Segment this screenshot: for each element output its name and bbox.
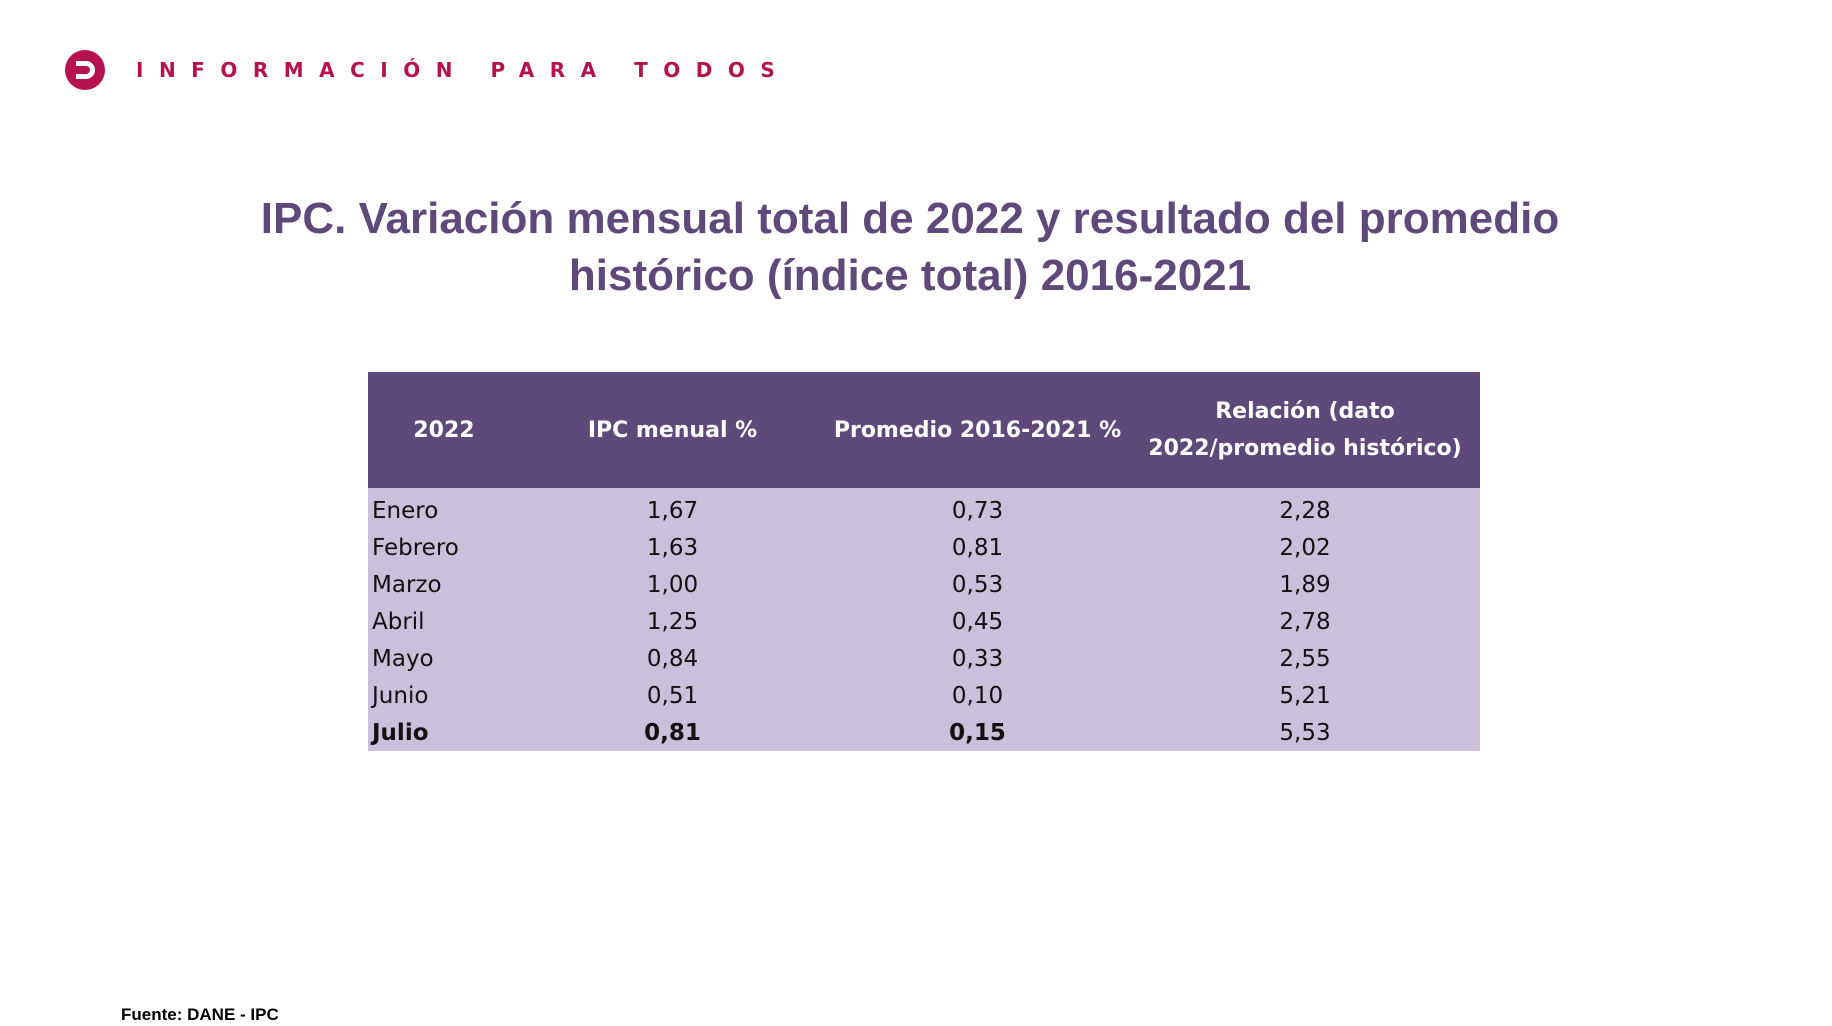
- source-note: Fuente: DANE - IPC: [121, 1005, 279, 1024]
- cell-promedio: 0,45: [951, 608, 1004, 635]
- header-relacion: Relación (dato 2022/promedio histórico): [1148, 399, 1462, 461]
- cell-ipc: 1,25: [646, 608, 699, 635]
- table-row: Abril 1,25 0,45 2,78: [368, 603, 1480, 640]
- brand-header: INFORMACIÓN PARA TODOS: [64, 48, 790, 92]
- cell-ipc: 0,81: [644, 719, 701, 746]
- cell-month: Junio: [372, 682, 429, 709]
- cell-relacion: 5,21: [1279, 682, 1331, 709]
- cell-month: Julio: [372, 719, 429, 746]
- dane-logo-icon: [65, 50, 105, 90]
- cell-relacion: 2,02: [1279, 534, 1331, 561]
- cell-ipc: 0,84: [646, 645, 699, 672]
- table-row: Mayo 0,84 0,33 2,55: [368, 640, 1480, 677]
- table-row: Enero 1,67 0,73 2,28: [368, 488, 1480, 529]
- ipc-table: 2022 IPC menual % Promedio 2016-2021 % R…: [368, 372, 1480, 751]
- table-row: Marzo 1,00 0,53 1,89: [368, 566, 1480, 603]
- table-row: Febrero 1,63 0,81 2,02: [368, 529, 1480, 566]
- cell-relacion: 2,55: [1279, 645, 1331, 672]
- cell-relacion: 5,53: [1279, 719, 1331, 746]
- cell-ipc: 1,00: [646, 571, 699, 598]
- cell-relacion: 2,78: [1279, 608, 1331, 635]
- cell-ipc: 1,63: [646, 534, 699, 561]
- table-row: Julio 0,81 0,15 5,53: [368, 714, 1480, 751]
- header-year: 2022: [413, 417, 475, 443]
- brand-tagline: INFORMACIÓN PARA TODOS: [136, 58, 791, 82]
- cell-ipc: 1,67: [646, 497, 699, 524]
- title-line-1: IPC. Variación mensual total de 2022 y r…: [260, 194, 1560, 243]
- cell-promedio: 0,33: [951, 645, 1004, 672]
- cell-relacion: 1,89: [1279, 571, 1331, 598]
- page-title: IPC. Variación mensual total de 2022 y r…: [120, 190, 1700, 304]
- cell-promedio: 0,73: [951, 497, 1004, 524]
- title-line-2: histórico (índice total) 2016-2021: [568, 251, 1252, 300]
- cell-promedio: 0,53: [951, 571, 1004, 598]
- cell-ipc: 0,51: [646, 682, 699, 709]
- cell-month: Marzo: [372, 571, 442, 598]
- cell-month: Enero: [372, 497, 439, 524]
- table-row: Junio 0,51 0,10 5,21: [368, 677, 1480, 714]
- cell-promedio: 0,15: [949, 719, 1006, 746]
- cell-promedio: 0,10: [951, 682, 1004, 709]
- cell-relacion: 2,28: [1279, 497, 1331, 524]
- cell-month: Abril: [372, 608, 425, 635]
- header-promedio: Promedio 2016-2021 %: [833, 417, 1122, 443]
- cell-month: Febrero: [372, 534, 459, 561]
- table-body: Enero 1,67 0,73 2,28 Febrero 1,63 0,81 2…: [368, 488, 1480, 751]
- cell-promedio: 0,81: [951, 534, 1004, 561]
- header-ipc-mensual: IPC menual %: [587, 417, 758, 443]
- header-row: 2022 IPC menual % Promedio 2016-2021 % R…: [368, 372, 1480, 488]
- table-header: 2022 IPC menual % Promedio 2016-2021 % R…: [368, 372, 1480, 488]
- cell-month: Mayo: [372, 645, 434, 672]
